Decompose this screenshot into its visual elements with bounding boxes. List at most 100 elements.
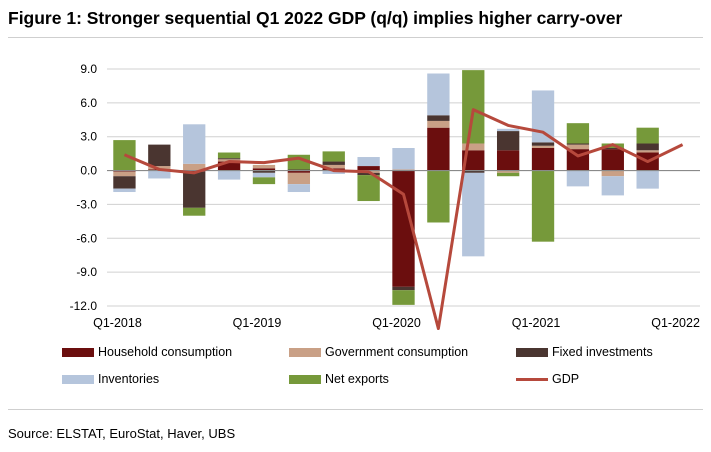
bar-inventories (252, 172, 276, 178)
bar-inventories (601, 176, 624, 196)
bar-household (462, 150, 485, 171)
x-axis-tick-labels: Q1-2018 Q1-2019 Q1-2020 Q1-2021 Q1-2022 (93, 316, 700, 330)
bar-inventories (217, 170, 241, 180)
bar-household (496, 150, 520, 171)
bar-fixed (148, 144, 171, 167)
bar-fixed (392, 286, 415, 291)
bar-government (427, 120, 450, 128)
gdp-line-layer (123, 108, 684, 330)
bar-government (601, 170, 624, 177)
bar-government (148, 166, 171, 170)
y-tick-label: -6.0 (76, 231, 97, 245)
bar-fixed (183, 171, 206, 208)
bar-government (287, 172, 311, 185)
legend-swatch-household (62, 347, 94, 357)
bar-inventories (357, 157, 380, 167)
bar-government (531, 145, 555, 148)
bar-net_exports (496, 172, 520, 177)
y-tick-label: 0.0 (80, 164, 97, 178)
y-tick-label: -9.0 (76, 265, 97, 279)
legend-swatch-inventories (62, 374, 94, 384)
bar-government (113, 171, 136, 177)
bar-inventories (322, 170, 345, 174)
bar-fixed (113, 176, 136, 189)
legend-label-inventories: Inventories (98, 372, 160, 386)
bar-inventories (496, 128, 520, 132)
bar-household (217, 161, 241, 171)
bar-net_exports (252, 177, 276, 185)
bar-inventories (531, 90, 555, 143)
x-tick-label: Q1-2022 (651, 316, 700, 330)
bar-government (636, 150, 659, 153)
bar-net_exports (462, 70, 485, 144)
y-tick-label: 3.0 (80, 130, 97, 144)
bar-fixed (496, 131, 520, 151)
bar-fixed (462, 170, 485, 173)
legend-label-government: Government consumption (325, 345, 469, 359)
figure-title: Figure 1: Stronger sequential Q1 2022 GD… (8, 8, 623, 28)
bar-fixed (322, 161, 345, 165)
bar-fixed (601, 148, 624, 150)
x-tick-label: Q1-2020 (372, 316, 421, 330)
bar-net_exports (322, 151, 345, 162)
bar-government (462, 143, 485, 151)
bar-fixed (566, 143, 590, 145)
bar-net_exports (566, 123, 590, 144)
bar-fixed (357, 172, 380, 176)
title-divider (8, 37, 703, 38)
bar-household (287, 170, 311, 173)
bar-fixed (636, 143, 659, 151)
legend-swatch-fixed (516, 347, 548, 357)
bar-inventories (427, 73, 450, 116)
legend-swatch-net-exports (289, 374, 321, 384)
y-tick-label: 6.0 (80, 96, 97, 110)
bar-net_exports (392, 290, 415, 305)
bar-net_exports (636, 127, 659, 144)
bar-fixed (427, 115, 450, 121)
legend-item-inventories: Inventories (62, 372, 159, 386)
y-tick-label: -3.0 (76, 197, 97, 211)
legend-label-gdp: GDP (552, 372, 580, 386)
bar-inventories (392, 148, 415, 170)
bar-fixed (252, 170, 276, 173)
bar-household (252, 168, 276, 171)
bar-government (566, 144, 590, 150)
x-tick-label: Q1-2019 (233, 316, 282, 330)
bar-government (496, 170, 520, 173)
bar-fixed (531, 142, 555, 146)
source-note: Source: ELSTAT, EuroStat, Haver, UBS (8, 426, 236, 441)
legend-label-household: Household consumption (98, 345, 233, 359)
bar-household (357, 166, 380, 171)
bar-government (252, 164, 276, 169)
bar-inventories (287, 184, 311, 193)
bar-net_exports (427, 170, 450, 223)
y-tick-label: -12.0 (70, 299, 98, 313)
bar-household (392, 170, 415, 287)
bar-government (183, 163, 206, 171)
source-divider (8, 409, 703, 410)
y-tick-label: 9.0 (80, 62, 97, 76)
bar-government (322, 164, 345, 169)
bar-inventories (183, 124, 206, 164)
gdp-contribution-chart: 9.06.03.00.0-3.0-6.0-9.0-12.0 Q1-2018 Q1-… (70, 62, 700, 330)
bar-net_exports (183, 207, 206, 216)
bar-net_exports (217, 152, 241, 159)
bar-household (531, 148, 555, 171)
bar-inventories (636, 170, 659, 189)
bar-layer (113, 70, 659, 305)
legend-item-household: Household consumption (62, 345, 232, 359)
legend-item-fixed: Fixed investments (516, 345, 653, 359)
bar-inventories (148, 170, 171, 179)
legend-item-government: Government consumption (289, 345, 468, 359)
x-tick-label: Q1-2018 (93, 316, 142, 330)
bar-net_exports (357, 175, 380, 202)
bar-household (601, 149, 624, 171)
bar-inventories (566, 170, 590, 187)
bar-net_exports (531, 170, 555, 242)
legend-swatch-gdp (516, 377, 548, 381)
legend-item-net-exports: Net exports (289, 372, 389, 386)
bar-fixed (217, 158, 241, 160)
y-axis-tick-labels: 9.0 6.0 3.0 0.0 -3.0 -6.0 -9.0 -12.0 (70, 62, 98, 313)
x-tick-label: Q1-2021 (512, 316, 561, 330)
legend-label-fixed: Fixed investments (552, 345, 653, 359)
